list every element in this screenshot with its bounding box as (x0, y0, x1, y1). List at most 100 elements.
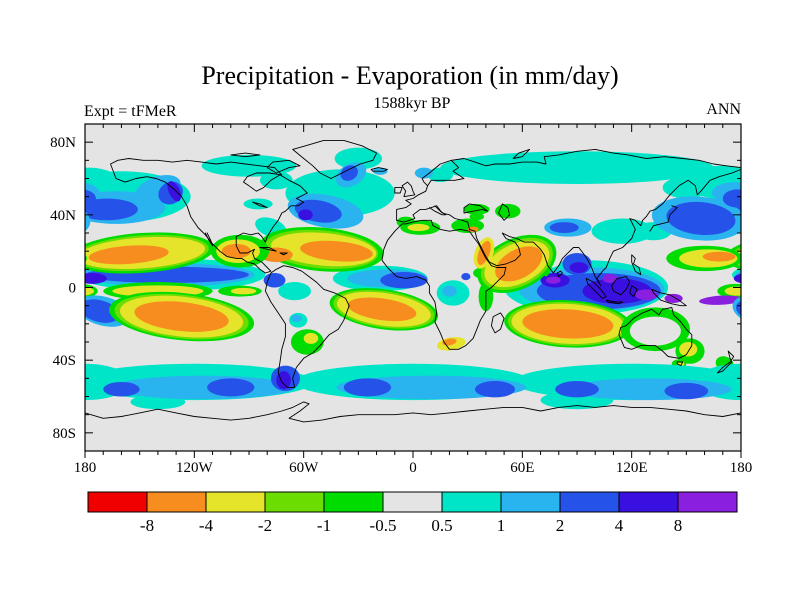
coastline-sri_lanka (556, 270, 563, 278)
contour-region-orange (221, 243, 251, 259)
coastline-britain (401, 181, 416, 198)
coastline-great_lakes (252, 201, 268, 209)
latitude-axis-labels: 80N 40N 0 40S 80S (50, 135, 76, 442)
colorbar-label: -4 (199, 516, 214, 535)
colorbar-cell (205, 491, 266, 513)
colorbar-label: 2 (556, 516, 565, 535)
contour-region-blue (85, 299, 120, 323)
contour-region-cyan (85, 374, 95, 389)
coastline-sumatra (585, 277, 607, 299)
lon-tick-label: 180 (74, 460, 97, 476)
colorbar-cell (500, 491, 561, 513)
colorbar-label: -0.5 (370, 516, 397, 535)
contour-region-gray (85, 411, 741, 451)
coastline-north_america (110, 158, 308, 274)
coastline-baffin (266, 159, 301, 174)
contour-region-cyan (662, 176, 711, 199)
lat-tick-label: 0 (69, 281, 77, 297)
contour-region-orange (300, 240, 373, 262)
contour-region-cyan (731, 374, 741, 389)
contour-region-yellow (230, 287, 257, 295)
contour-region-cyan (259, 171, 293, 190)
contour-region-violet (546, 276, 561, 284)
contour-region-skyblue (85, 196, 91, 241)
lat-tick-label: 40N (50, 208, 76, 224)
contour-region-blue (207, 378, 255, 397)
coastline-mediterranean_north (396, 205, 470, 230)
coastline-new_guinea (651, 288, 687, 307)
contour-region-violet (664, 293, 683, 303)
coastline-ireland (394, 187, 403, 194)
map-frame (84, 123, 742, 452)
contour-region-cyan (731, 267, 741, 282)
colorbar-cell (382, 491, 443, 513)
contour-region-orange (495, 246, 543, 282)
contour-region-indigo (733, 273, 741, 284)
plot-title: Precipitation - Evaporation (in mm/day) (201, 61, 618, 90)
colorbar-cell (264, 491, 325, 513)
coastline-borneo (611, 276, 631, 296)
coastline-cuba (259, 247, 277, 252)
lat-tick-label: 80N (50, 135, 76, 151)
contour-region-yellow (85, 286, 95, 296)
contour-region-blue (343, 378, 392, 397)
contour-region-cyan (427, 167, 454, 183)
coastline-tasmania (676, 361, 684, 367)
contour-region-skyblue (442, 285, 457, 297)
contour-region-yellow (407, 223, 430, 232)
colorbar-cell (677, 491, 738, 513)
coastline-hispaniola (279, 252, 288, 256)
contour-region-orange (702, 251, 736, 262)
contour-region-cyan (440, 151, 714, 184)
contour-region-skyblue (290, 314, 302, 323)
coastline-caspian_sea (498, 203, 511, 221)
lon-tick-label: 60W (289, 460, 319, 476)
coastline-greenland (292, 139, 378, 179)
lon-tick-label: 0 (409, 460, 417, 476)
colorbar-cell (146, 491, 207, 513)
contour-region-blue (85, 198, 138, 221)
contour-region-yellow (679, 342, 698, 357)
contour-region-skyblue (112, 375, 295, 400)
contour-region-green (469, 213, 485, 221)
contour-region-yellow (733, 236, 741, 270)
contour-region-cyan (334, 147, 383, 170)
contour-region-cyan (278, 282, 311, 301)
contour-region-skyblue (735, 270, 741, 279)
contour-region-indigo (298, 209, 313, 221)
contour-region-indigo (276, 371, 291, 390)
coastline-australia (618, 307, 693, 359)
contour-region-orange (134, 301, 229, 332)
contour-region-cyan (243, 198, 273, 210)
contour-region-blue (666, 201, 736, 236)
contour-region-yellow (724, 286, 741, 296)
colorbar-label: -2 (258, 516, 272, 535)
coastline-new_zealand (716, 350, 735, 374)
colorbar-cell (618, 491, 679, 513)
contour-region-indigo (569, 262, 588, 273)
coastline-antarctica (85, 401, 741, 423)
contour-region-green (495, 203, 521, 219)
contour-region-skyblue (414, 167, 434, 179)
colorbar-label: -1 (317, 516, 331, 535)
coastline-east_asia (469, 168, 741, 287)
contour-region-violet (602, 273, 618, 283)
contour-region-blue (461, 272, 471, 281)
lon-tick-label: 60E (510, 460, 534, 476)
colorbar-label: -8 (140, 516, 154, 535)
coastlines (85, 139, 741, 423)
contour-region-blue (340, 165, 358, 181)
coastline-arctic_canada (230, 152, 261, 158)
colorbar-cell (559, 491, 620, 513)
colorbar-label: 8 (674, 516, 683, 535)
experiment-label: Expt = tFMeR (84, 103, 177, 120)
coastline-philippines (631, 254, 642, 276)
coastline-russia_arctic (450, 148, 741, 169)
coastline-madagascar (490, 312, 505, 334)
contour-region-blue (555, 381, 599, 398)
axis-ticks (84, 124, 742, 458)
colorbar-label: 1 (497, 516, 506, 535)
lon-tick-label: 120E (616, 460, 648, 476)
coastline-japan (649, 205, 678, 232)
